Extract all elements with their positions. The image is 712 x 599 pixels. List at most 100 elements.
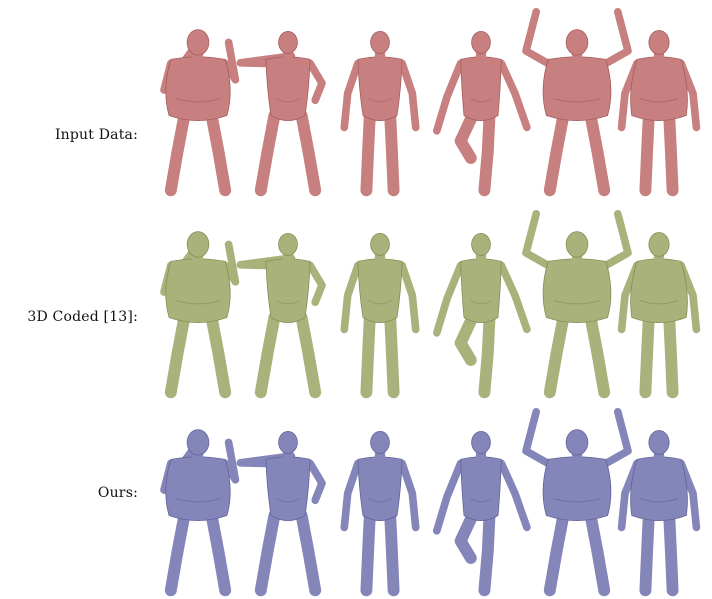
row-label-input-data: Input Data: xyxy=(54,127,138,143)
right-arm xyxy=(306,59,326,105)
mesh-figure-one-leg-raised xyxy=(432,30,531,197)
right-arm xyxy=(221,438,240,484)
right-arm xyxy=(306,459,326,505)
right-arm xyxy=(398,261,420,334)
mesh-figure-obese-hands-to-face xyxy=(160,29,240,197)
neck xyxy=(475,451,487,462)
left-arm xyxy=(340,261,362,334)
mesh-shading xyxy=(639,300,679,305)
left-leg xyxy=(254,509,281,597)
head xyxy=(648,430,670,455)
right-arm xyxy=(497,459,531,532)
right-arm xyxy=(602,7,632,68)
right-leg xyxy=(205,311,232,399)
left-leg xyxy=(454,311,479,366)
head xyxy=(648,232,670,257)
left-leg xyxy=(543,109,570,197)
left-arm xyxy=(340,459,362,532)
head xyxy=(648,30,670,55)
neck xyxy=(374,451,386,462)
torso xyxy=(165,258,231,323)
mesh-figure-a-pose-standing xyxy=(340,430,420,597)
right-leg xyxy=(663,509,679,597)
neck xyxy=(192,255,204,266)
mesh-shading xyxy=(639,98,679,103)
head xyxy=(278,430,298,454)
right-arm xyxy=(497,59,531,132)
mesh-figure-one-leg-raised xyxy=(432,430,531,597)
torso xyxy=(165,56,231,121)
mesh-shading xyxy=(175,300,221,305)
right-arm xyxy=(398,459,420,532)
right-leg xyxy=(205,509,232,597)
neck xyxy=(192,53,204,64)
mesh-figure-obese-female-standing xyxy=(617,30,701,197)
head xyxy=(186,231,210,258)
neck xyxy=(571,453,583,464)
mesh-shading xyxy=(275,300,301,305)
right-arm xyxy=(221,38,240,84)
torso xyxy=(630,456,688,521)
right-arm xyxy=(497,261,531,334)
mesh-shading xyxy=(175,498,221,503)
neck xyxy=(653,254,665,265)
mesh-shading xyxy=(175,98,221,103)
torso xyxy=(630,258,688,323)
left-leg xyxy=(543,509,570,597)
torso xyxy=(460,456,502,521)
right-arm xyxy=(677,59,701,132)
left-arm xyxy=(617,261,641,334)
head xyxy=(565,231,589,258)
neck xyxy=(282,253,294,264)
head xyxy=(278,232,298,256)
mesh-figure-arms-crossed xyxy=(236,232,326,399)
row-label-ours: Ours: xyxy=(97,485,138,501)
head xyxy=(370,232,390,256)
left-leg xyxy=(360,109,376,197)
mesh-shading xyxy=(470,498,492,503)
left-arm xyxy=(340,59,362,132)
mesh-shading xyxy=(553,98,601,103)
right-leg xyxy=(295,311,322,399)
mesh-shading xyxy=(639,498,679,503)
left-leg xyxy=(454,109,479,164)
left-leg xyxy=(164,109,191,197)
torso xyxy=(542,258,612,323)
left-leg xyxy=(360,509,376,597)
head xyxy=(471,430,491,454)
torso xyxy=(460,258,502,323)
mesh-figure-a-pose-standing xyxy=(340,232,420,399)
head xyxy=(278,30,298,54)
neck xyxy=(282,451,294,462)
torso xyxy=(265,258,311,323)
mesh-figure-obese-arms-raised xyxy=(522,7,632,197)
left-leg xyxy=(639,311,655,399)
left-leg xyxy=(639,109,655,197)
mesh-figure-a-pose-standing xyxy=(340,30,420,197)
neck xyxy=(653,452,665,463)
row-label-3d-coded: 3D Coded [13]: xyxy=(27,309,138,325)
neck xyxy=(571,255,583,266)
head xyxy=(565,29,589,56)
right-leg xyxy=(384,509,400,597)
left-arm xyxy=(432,59,465,135)
mesh-shading xyxy=(553,300,601,305)
neck xyxy=(475,253,487,264)
neck xyxy=(571,53,583,64)
right-leg xyxy=(295,509,322,597)
torso xyxy=(265,456,311,521)
torso xyxy=(630,56,688,121)
head xyxy=(471,30,491,54)
mesh-figure-obese-female-standing xyxy=(617,232,701,399)
left-arm xyxy=(432,261,465,337)
right-leg xyxy=(478,109,496,197)
right-leg xyxy=(663,109,679,197)
head xyxy=(471,232,491,256)
left-arm xyxy=(617,59,641,132)
right-leg xyxy=(384,311,400,399)
right-leg xyxy=(478,509,496,597)
mesh-figure-arms-crossed xyxy=(236,30,326,197)
head xyxy=(186,29,210,56)
head xyxy=(370,430,390,454)
